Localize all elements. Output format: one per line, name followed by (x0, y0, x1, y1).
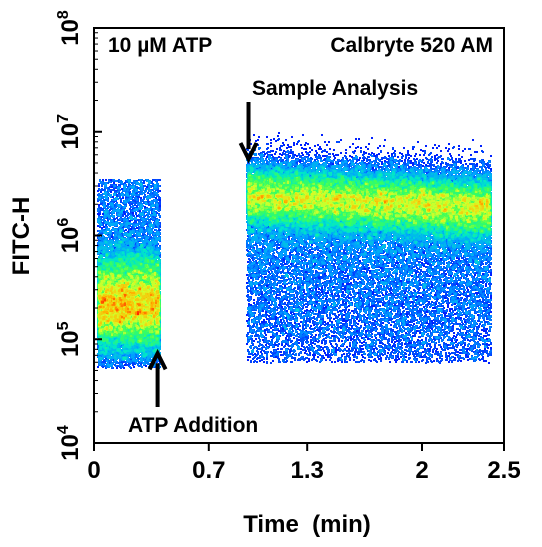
density-point-group (137, 313, 139, 315)
sample-analysis-arrow-head (238, 142, 259, 164)
y-tick-label: 106 (55, 218, 84, 254)
density-points (97, 132, 492, 369)
x-tick-label: 2.5 (487, 457, 520, 484)
annotation-dye-name: Calbryte 520 AM (330, 34, 493, 57)
annotation-sample-analysis: Sample Analysis (252, 77, 418, 100)
atp-addition-arrow-head (147, 348, 168, 371)
density-point-group (97, 167, 492, 360)
density-point-group (101, 301, 103, 303)
y-tick-label: 104 (55, 425, 84, 461)
density-point-group (97, 138, 492, 369)
density-point-group (97, 154, 492, 367)
annotation-atp-concentration: 10 µM ATP (108, 34, 212, 57)
x-axis: 0 0.7 1.3 2 2.5 (87, 443, 521, 484)
y-axis-label: FITC-H (8, 197, 35, 276)
density-point-group (97, 175, 491, 343)
y-tick-label: 105 (55, 321, 84, 357)
annotation-atp-addition: ATP Addition (128, 414, 258, 437)
density-point-group (102, 299, 139, 313)
arrows (147, 102, 259, 407)
x-tick-label: 2 (415, 457, 428, 484)
density-point-group (97, 176, 491, 342)
x-axis-label: Time (min) (243, 511, 371, 538)
x-tick-label: 1.3 (291, 457, 324, 484)
y-axis: 104 105 106 107 108 (55, 10, 102, 461)
density-point-group (97, 147, 492, 369)
x-tick-label: 0.7 (192, 457, 225, 484)
x-tick-label: 0 (87, 457, 100, 484)
y-tick-label: 108 (55, 10, 84, 46)
y-tick-label: 107 (55, 114, 84, 150)
density-point-group (100, 197, 430, 322)
